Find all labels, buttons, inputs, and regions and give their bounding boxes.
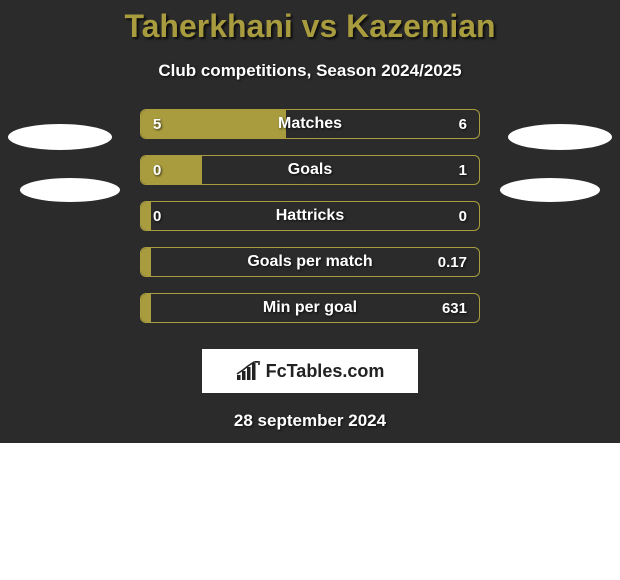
stat-right-value: 6 [459,116,467,133]
bar-track: Goals per match0.17 [140,247,480,277]
logo-box: FcTables.com [202,349,418,393]
stat-label: Hattricks [141,207,479,225]
logo-text: FcTables.com [266,361,385,382]
stat-right-value: 1 [459,162,467,179]
stat-row: 0Hattricks0 [0,193,620,239]
stat-row: Min per goal631 [0,285,620,331]
stat-label: Matches [141,115,479,133]
subtitle: Club competitions, Season 2024/2025 [0,61,620,81]
stat-row: 5Matches6 [0,101,620,147]
stat-label: Goals per match [141,253,479,271]
stat-label: Goals [141,161,479,179]
chart-icon [236,361,260,381]
page-title: Taherkhani vs Kazemian [0,8,620,45]
content-wrapper: Taherkhani vs Kazemian Club competitions… [0,0,620,431]
stat-row: 0Goals1 [0,147,620,193]
stats-rows: 5Matches60Goals10Hattricks0Goals per mat… [0,101,620,331]
stat-right-value: 0.17 [438,254,467,271]
stat-row: Goals per match0.17 [0,239,620,285]
bar-track: 0Goals1 [140,155,480,185]
stat-right-value: 631 [442,300,467,317]
bar-track: 5Matches6 [140,109,480,139]
bar-track: Min per goal631 [140,293,480,323]
date-label: 28 september 2024 [0,411,620,431]
stat-right-value: 0 [459,208,467,225]
bar-track: 0Hattricks0 [140,201,480,231]
stat-label: Min per goal [141,299,479,317]
